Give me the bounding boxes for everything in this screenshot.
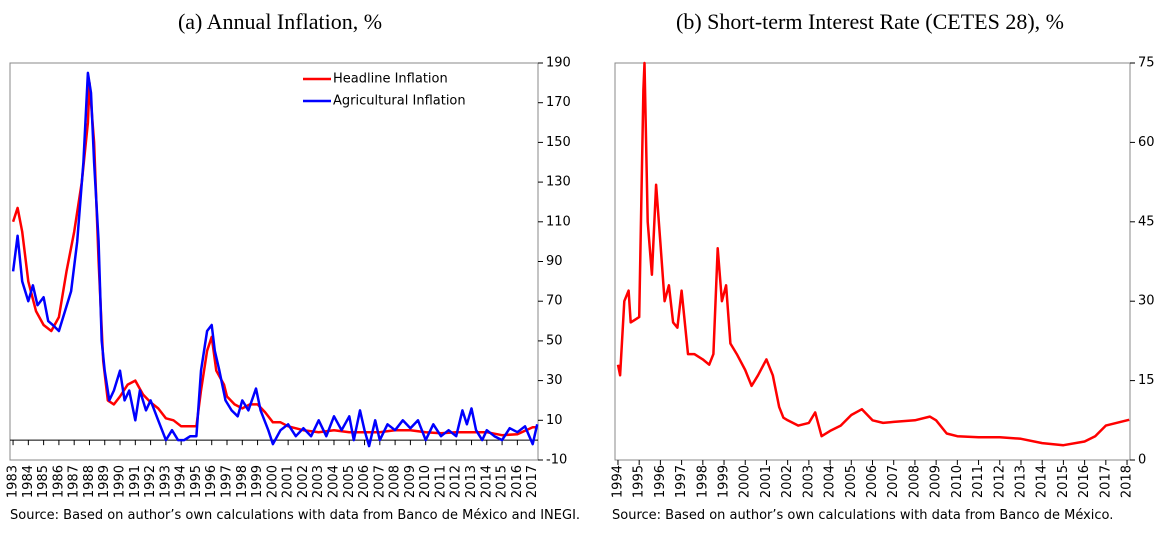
x-tick-label: 1999	[717, 465, 732, 498]
y-tick-label: 70	[546, 294, 563, 309]
y-tick-label: 170	[546, 95, 571, 110]
x-tick-label: 2006	[357, 465, 372, 498]
x-tick-label: 2016	[510, 465, 525, 498]
x-tick-label: 1990	[113, 465, 128, 498]
x-tick-label: 1992	[143, 465, 158, 498]
chart-title: (a) Annual Inflation, %	[178, 9, 382, 34]
x-tick-label: 2001	[759, 465, 774, 498]
y-tick-label: 60	[1138, 135, 1155, 150]
y-tick-label: 190	[546, 56, 571, 71]
x-tick-label: 2012	[449, 465, 464, 498]
x-tick-label: 1986	[51, 465, 66, 498]
x-tick-label: 2010	[950, 465, 965, 498]
y-tick-label: 50	[546, 333, 563, 348]
x-tick-label: 2002	[296, 465, 311, 498]
source-note: Source: Based on author’s own calculatio…	[10, 508, 581, 523]
plot-frame	[9, 62, 539, 461]
x-tick-label: 1991	[128, 465, 143, 498]
y-tick-label: 75	[1138, 56, 1155, 71]
x-tick-label: 1997	[674, 465, 689, 498]
x-tick-label: 1996	[653, 465, 668, 498]
x-tick-label: 2009	[403, 465, 418, 498]
x-tick-label: 2000	[265, 465, 280, 498]
x-tick-label: 2003	[801, 465, 816, 498]
x-tick-label: 2004	[823, 465, 838, 498]
x-tick-label: 2007	[886, 465, 901, 498]
y-tick-label: 150	[546, 135, 571, 150]
x-tick-label: 1985	[36, 465, 51, 498]
x-tick-label: 2000	[738, 465, 753, 498]
x-tick-label: 2002	[780, 465, 795, 498]
x-tick-label: 2015	[1056, 465, 1071, 498]
x-tick-label: 1996	[204, 465, 219, 498]
x-tick-label: 1994	[610, 465, 625, 498]
y-tick-label: 110	[546, 214, 571, 229]
x-tick-label: 2017	[525, 465, 540, 498]
x-tick-label: 2010	[418, 465, 433, 498]
x-tick-label: 2013	[1013, 465, 1028, 498]
x-tick-label: 1994	[174, 465, 189, 498]
y-tick-label: 130	[546, 175, 571, 190]
x-tick-label: 2009	[929, 465, 944, 498]
x-tick-label: 1998	[235, 465, 250, 498]
x-tick-label: 2013	[464, 465, 479, 498]
x-tick-label: 2001	[281, 465, 296, 498]
y-tick-label: -10	[546, 453, 567, 468]
x-tick-label: 2005	[844, 465, 859, 498]
x-tick-label: 2018	[1120, 465, 1135, 498]
x-tick-label: 1983	[6, 465, 21, 498]
x-tick-label: 2008	[907, 465, 922, 498]
x-tick-label: 2003	[311, 465, 326, 498]
source-note: Source: Based on author’s own calculatio…	[612, 508, 1114, 523]
x-tick-label: 1997	[220, 465, 235, 498]
y-tick-label: 45	[1138, 214, 1155, 229]
x-tick-label: 1995	[632, 465, 647, 498]
x-tick-label: 1999	[250, 465, 265, 498]
x-tick-label: 2015	[495, 465, 510, 498]
x-tick-label: 1984	[21, 465, 36, 498]
x-tick-label: 2006	[865, 465, 880, 498]
y-tick-label: 10	[546, 413, 563, 428]
legend-label: Agricultural Inflation	[333, 94, 466, 109]
data-line	[11, 71, 539, 448]
x-tick-label: 2017	[1098, 465, 1113, 498]
x-tick-label: 2016	[1077, 465, 1092, 498]
y-tick-label: 90	[546, 254, 563, 269]
x-tick-label: 2007	[372, 465, 387, 498]
x-tick-label: 2011	[433, 465, 448, 498]
x-tick-label: 2011	[971, 465, 986, 498]
x-tick-label: 1988	[82, 465, 97, 498]
y-tick-label: 0	[1138, 453, 1146, 468]
y-tick-label: 30	[546, 373, 563, 388]
x-tick-label: 2014	[479, 465, 494, 498]
x-tick-label: 1995	[189, 465, 204, 498]
x-tick-label: 1989	[97, 465, 112, 498]
data-line	[616, 61, 1130, 447]
y-tick-label: 15	[1138, 373, 1155, 388]
x-tick-label: 1998	[695, 465, 710, 498]
x-tick-label: 2014	[1035, 465, 1050, 498]
plot-frame	[614, 62, 1131, 461]
x-tick-label: 1993	[158, 465, 173, 498]
x-tick-label: 2004	[326, 465, 341, 498]
x-tick-label: 2012	[992, 465, 1007, 498]
x-tick-label: 1987	[67, 465, 82, 498]
chart-title: (b) Short-term Interest Rate (CETES 28),…	[676, 9, 1064, 34]
y-tick-label: 30	[1138, 294, 1155, 309]
legend-label: Headline Inflation	[333, 72, 448, 87]
x-tick-label: 2008	[388, 465, 403, 498]
x-tick-label: 2005	[342, 465, 357, 498]
